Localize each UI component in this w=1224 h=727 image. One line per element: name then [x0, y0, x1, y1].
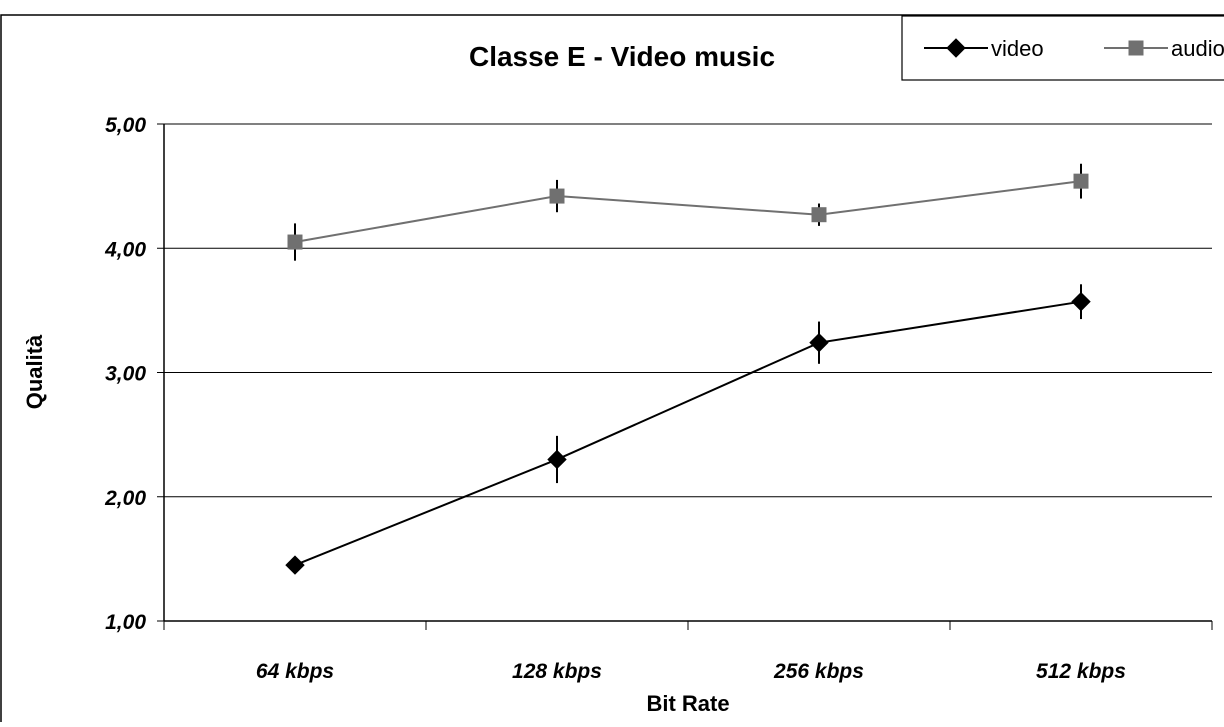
series-layer	[285, 163, 1091, 575]
legend-marker-audio	[1128, 40, 1144, 56]
data-point-video	[547, 449, 567, 470]
y-tick-label: 5,00	[105, 114, 146, 137]
series-video	[285, 284, 1091, 575]
chart-title: Classe E - Video music	[469, 41, 775, 72]
x-tick-labels: 64 kbps 128 kbps 256 kbps 512 kbps	[256, 660, 1126, 683]
chart-frame	[0, 14, 1224, 727]
y-axis-label: Qualità	[22, 334, 47, 409]
x-tick-label: 128 kbps	[512, 660, 602, 683]
y-tick-label: 2,00	[104, 487, 146, 510]
y-tick-label: 1,00	[105, 611, 146, 634]
data-point-audio	[1073, 173, 1089, 189]
x-tick-label: 64 kbps	[256, 660, 334, 683]
x-tick-label: 512 kbps	[1036, 660, 1126, 683]
series-line-video	[294, 300, 1082, 567]
data-point-audio	[287, 234, 303, 250]
y-tick-label: 3,00	[105, 363, 146, 386]
series-audio	[287, 163, 1089, 261]
data-point-video	[285, 555, 305, 575]
data-point-video	[1071, 291, 1091, 312]
series-line-audio	[294, 180, 1082, 244]
data-point-audio	[811, 207, 827, 223]
y-tick-label: 4,00	[104, 238, 146, 261]
legend-label-audio: audio	[1171, 36, 1224, 61]
legend-label-video: video	[991, 36, 1044, 61]
data-point-audio	[549, 188, 565, 204]
legend-marker-video	[946, 38, 966, 58]
y-tick-labels: 1,00 2,00 3,00 4,00 5,00	[104, 114, 146, 634]
data-point-video	[809, 332, 829, 353]
x-axis-label: Bit Rate	[646, 691, 729, 716]
legend-items: video audio	[924, 36, 1224, 61]
axis-layer	[157, 123, 1213, 630]
legend: video audio	[901, 15, 1224, 81]
x-tick-label: 256 kbps	[773, 660, 864, 683]
